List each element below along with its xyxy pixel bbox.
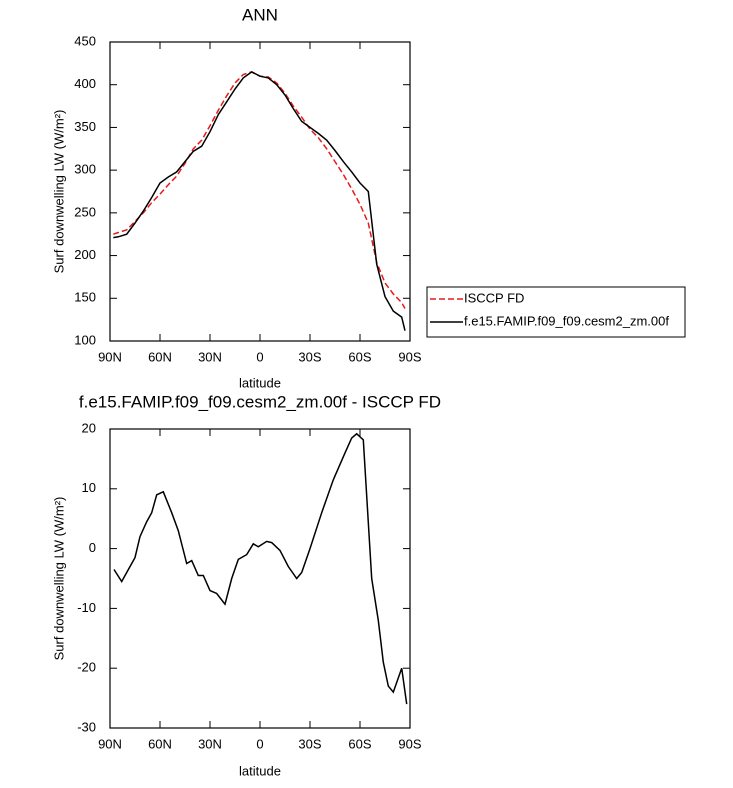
- x-tick-label: 0: [256, 349, 263, 364]
- y-tick-label: 10: [82, 480, 96, 495]
- legend-label: f.e15.FAMIP.f09_f09.cesm2_zm.00f: [464, 313, 669, 328]
- chart-title: f.e15.FAMIP.f09_f09.cesm2_zm.00f - ISCCP…: [79, 392, 441, 411]
- y-tick-label: 400: [74, 76, 96, 91]
- y-tick-label: 100: [74, 332, 96, 347]
- x-tick-label: 30S: [298, 349, 321, 364]
- y-tick-label: 250: [74, 204, 96, 219]
- data-line: [113, 432, 408, 705]
- y-axis-label: Surf downwelling LW (W/m²): [51, 497, 66, 661]
- y-tick-label: 20: [82, 420, 96, 435]
- y-tick-label: -20: [77, 660, 96, 675]
- x-tick-label: 30N: [198, 736, 222, 751]
- y-axis-label: Surf downwelling LW (W/m²): [51, 110, 66, 274]
- x-tick-label: 90S: [398, 736, 421, 751]
- legend-box: [426, 286, 686, 338]
- chart-title: ANN: [242, 5, 278, 24]
- plot-frame: [109, 428, 411, 729]
- x-tick-label: 90N: [98, 736, 122, 751]
- x-tick-label: 30N: [198, 349, 222, 364]
- y-tick-label: 450: [74, 33, 96, 48]
- y-tick-label: -30: [77, 719, 96, 734]
- y-tick-label: 300: [74, 162, 96, 177]
- x-tick-label: 60S: [348, 736, 371, 751]
- x-tick-label: 60N: [148, 349, 172, 364]
- x-tick-label: 90N: [98, 349, 122, 364]
- x-tick-label: 30S: [298, 736, 321, 751]
- x-tick-label: 60S: [348, 349, 371, 364]
- y-tick-label: 350: [74, 119, 96, 134]
- x-tick-label: 90S: [398, 349, 421, 364]
- y-tick-label: 200: [74, 247, 96, 262]
- legend-label: ISCCP FD: [464, 290, 524, 305]
- plot-frame: [109, 41, 411, 342]
- x-axis-label: latitude: [239, 375, 281, 390]
- x-axis-label: latitude: [239, 763, 281, 778]
- data-line: [113, 71, 406, 309]
- data-line: [113, 71, 406, 331]
- y-tick-label: -10: [77, 600, 96, 615]
- x-tick-label: 60N: [148, 736, 172, 751]
- x-tick-label: 0: [256, 736, 263, 751]
- y-tick-label: 150: [74, 290, 96, 305]
- y-tick-label: 0: [89, 540, 96, 555]
